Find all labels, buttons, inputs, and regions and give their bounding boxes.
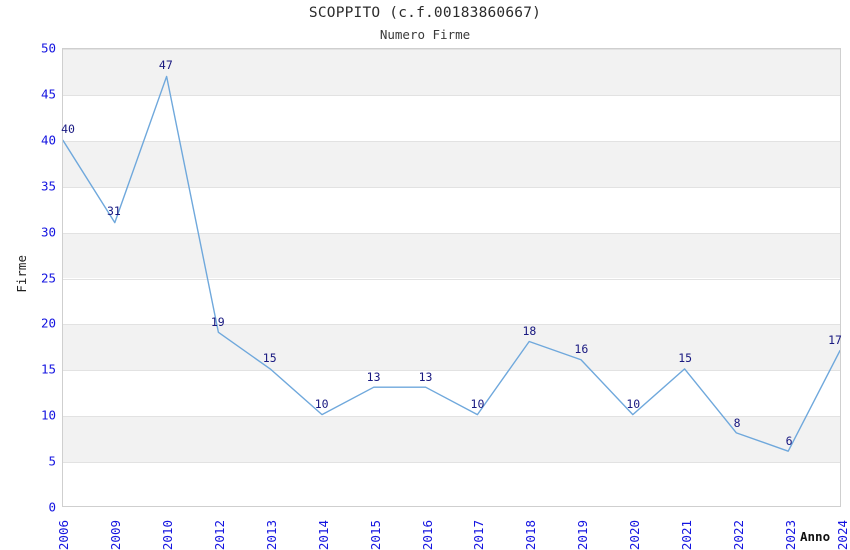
data-point-label: 10: [314, 397, 329, 412]
x-tick-label: 2020: [627, 519, 643, 550]
y-tick-label: 15: [40, 361, 56, 377]
chart-subtitle: Numero Firme: [379, 27, 471, 42]
x-tick-label: 2012: [211, 519, 227, 550]
y-tick-label: 40: [40, 132, 56, 148]
data-point-label: 8: [733, 415, 741, 430]
y-tick-label: 50: [40, 40, 56, 56]
gridline: [63, 141, 840, 142]
gridline: [63, 95, 840, 96]
x-axis-ticks: 2006 2009 2010 2012 2013 2014 2015 2016 2017 2018…: [56, 510, 850, 550]
x-tick-label: 2006: [56, 519, 71, 550]
x-axis-title: Anno: [800, 529, 831, 544]
data-point-label: 47: [158, 57, 173, 72]
x-tick-label: 2022: [731, 519, 747, 550]
data-point-label: 13: [418, 369, 433, 384]
y-axis-ticks: 0 5 10 15 20 25 30 35 40 45 50: [0, 41, 56, 515]
data-point-label: 31: [106, 204, 121, 219]
data-point-label: 15: [262, 351, 277, 366]
data-point-label: 6: [785, 433, 793, 448]
y-tick-label: 20: [40, 315, 56, 331]
y-tick-label: 30: [40, 224, 56, 240]
gridline: [63, 324, 840, 325]
gridline: [63, 187, 840, 188]
y-tick-label: 10: [40, 407, 56, 423]
data-point-label: 13: [366, 369, 381, 384]
gridline: [63, 233, 840, 234]
gridline: [63, 416, 840, 417]
x-tick-label: 2016: [419, 519, 435, 550]
x-tick-label: 2023: [783, 519, 799, 550]
y-tick-label: 45: [40, 86, 56, 102]
x-tick-label: 2013: [263, 519, 279, 550]
data-point-label: 10: [470, 397, 485, 412]
series-layer: [63, 75, 840, 452]
x-tick-label: 2015: [367, 519, 383, 550]
plot-band: [63, 140, 840, 187]
gridline: [63, 279, 840, 280]
gridline: [63, 49, 840, 50]
gridline: [63, 462, 840, 463]
data-point-label: 15: [678, 351, 693, 366]
plot-area: [62, 48, 841, 507]
plot-band: [63, 324, 840, 371]
x-tick-label: 2021: [679, 519, 695, 550]
x-tick-label: 2009: [107, 519, 123, 550]
x-tick-label: 2017: [471, 519, 487, 550]
y-tick-label: 35: [40, 178, 56, 194]
plot-band: [63, 232, 840, 279]
x-tick-label: 2014: [315, 519, 331, 550]
chart-title: SCOPPITO (c.f.00183860667): [308, 5, 542, 21]
x-tick-label: 2018: [523, 519, 539, 550]
data-point-label: 19: [210, 314, 225, 329]
data-point-label: 10: [626, 397, 641, 412]
gridline: [63, 370, 840, 371]
x-tick-label: 2024: [835, 519, 850, 550]
data-point-label: 18: [522, 323, 537, 338]
series-line: [63, 75, 840, 452]
x-tick-label: 2019: [575, 519, 591, 550]
y-tick-label: 0: [48, 499, 56, 515]
data-point-label: 40: [61, 121, 75, 136]
y-tick-label: 25: [40, 270, 56, 285]
plot-band: [63, 416, 840, 463]
data-point-label: 17: [828, 332, 842, 347]
data-point-label: 16: [574, 342, 589, 357]
x-tick-label: 2010: [159, 519, 175, 550]
y-tick-label: 5: [48, 453, 56, 469]
plot-band: [63, 49, 840, 95]
